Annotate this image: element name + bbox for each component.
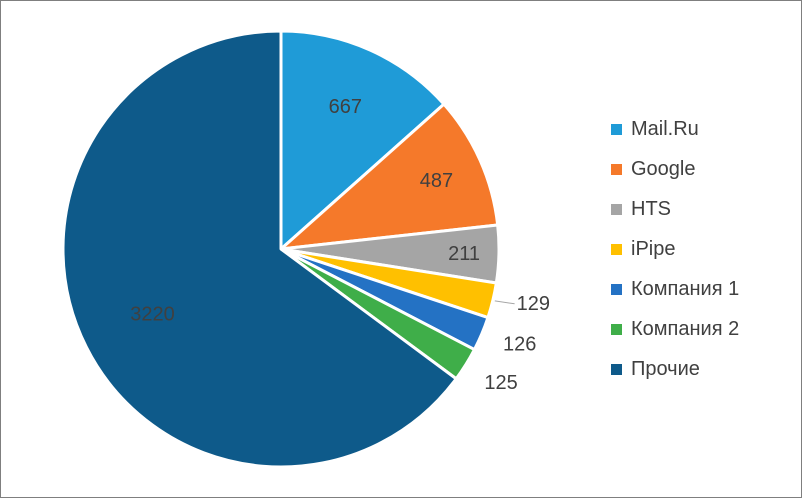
data-label-hts: 211	[448, 243, 480, 265]
leader-lines	[494, 300, 515, 305]
legend-swatch	[611, 363, 622, 375]
legend-label: Mail.Ru	[631, 117, 699, 140]
legend-label: Компания 2	[631, 317, 740, 340]
legend-label: Компания 1	[631, 277, 740, 300]
legend-label: iPipe	[631, 237, 676, 260]
data-label-ipipe: 129	[517, 293, 550, 315]
legend-swatch	[611, 243, 622, 255]
legend-swatch	[611, 323, 622, 335]
legend-swatch	[611, 283, 622, 295]
pie-slice-other	[61, 29, 458, 469]
legend-swatch	[611, 203, 622, 215]
legend-swatch	[611, 163, 622, 175]
data-label-other: 3220	[130, 304, 175, 326]
legend-swatch	[611, 123, 622, 135]
legend-label: Прочие	[631, 357, 700, 380]
legend-item-other: Прочие	[611, 349, 791, 389]
pie-slice-mailru	[279, 29, 446, 251]
data-label-mailru: 667	[329, 96, 362, 118]
leader-line-ipipe	[494, 300, 515, 305]
legend-item-company-2: Компания 2	[611, 309, 791, 349]
data-labels: 667 487 211 129 126 125 3220	[130, 96, 550, 394]
legend-item-ipipe: iPipe	[611, 229, 791, 269]
legend-label: Google	[631, 157, 696, 180]
data-label-google: 487	[420, 170, 453, 192]
legend-item-google: Google	[611, 149, 791, 189]
data-label-company-2: 125	[484, 372, 517, 394]
legend: Mail.Ru Google HTS iPipe Компания 1 Комп…	[611, 109, 791, 389]
data-label-company-1: 126	[503, 334, 536, 356]
legend-item-company-1: Компания 1	[611, 269, 791, 309]
pie-slice-google	[279, 102, 500, 251]
legend-label: HTS	[631, 197, 671, 220]
legend-item-mailru: Mail.Ru	[611, 109, 791, 149]
pie-slices	[61, 29, 501, 469]
legend-item-hts: HTS	[611, 189, 791, 229]
